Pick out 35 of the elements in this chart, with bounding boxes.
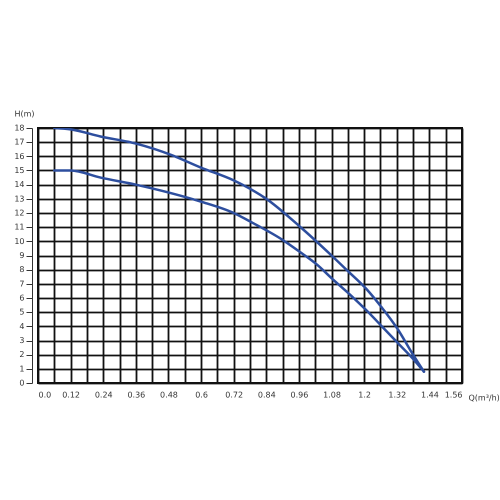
y-tick-label: 3 bbox=[19, 336, 24, 345]
x-tick-label: 0.0 bbox=[38, 390, 52, 400]
x-tick-label: 0.24 bbox=[94, 390, 113, 400]
y-tick-label: 10 bbox=[14, 236, 24, 246]
x-tick-label: 0.48 bbox=[160, 390, 178, 400]
y-tick-label: 12 bbox=[14, 208, 24, 218]
y-tick-label: 18 bbox=[14, 124, 24, 132]
x-tick-label: 0.72 bbox=[225, 390, 244, 400]
y-tick-label: 4 bbox=[19, 322, 24, 331]
x-tick-label: 1.32 bbox=[388, 390, 406, 400]
y-tick-label: 5 bbox=[19, 308, 24, 317]
y-tick-label: 16 bbox=[14, 152, 24, 161]
y-tick-label: 7 bbox=[19, 279, 24, 288]
y-tick-label: 17 bbox=[14, 138, 24, 147]
x-axis-title: Q(m³/h) bbox=[468, 394, 500, 402]
x-tick-label: 0.84 bbox=[258, 390, 276, 400]
x-tick-label: 1.08 bbox=[323, 390, 341, 400]
x-tick-label: 0.36 bbox=[127, 390, 146, 400]
y-tick-label: 0 bbox=[19, 378, 24, 388]
x-tick-label: 0.96 bbox=[290, 390, 308, 400]
x-tick-label: 0.6 bbox=[195, 390, 208, 400]
x-tick-label: 0.12 bbox=[62, 390, 80, 400]
y-tick-label: 8 bbox=[19, 265, 24, 274]
y-tick-label: 13 bbox=[14, 194, 24, 204]
x-tick-label: 1.2 bbox=[358, 390, 372, 400]
y-tick-label: 6 bbox=[19, 294, 24, 302]
y-tick-label: 9 bbox=[19, 251, 24, 260]
y-axis-title: H(m) bbox=[14, 110, 35, 118]
y-tick-label: 15 bbox=[14, 166, 24, 175]
y-tick-label: 11 bbox=[14, 222, 24, 232]
y-tick-label: 2 bbox=[19, 350, 24, 360]
y-tick-label: 1 bbox=[19, 364, 24, 374]
x-tick-label: 1.44 bbox=[420, 390, 439, 400]
x-tick-label: 1.56 bbox=[444, 390, 462, 400]
y-tick-label: 14 bbox=[14, 180, 24, 190]
